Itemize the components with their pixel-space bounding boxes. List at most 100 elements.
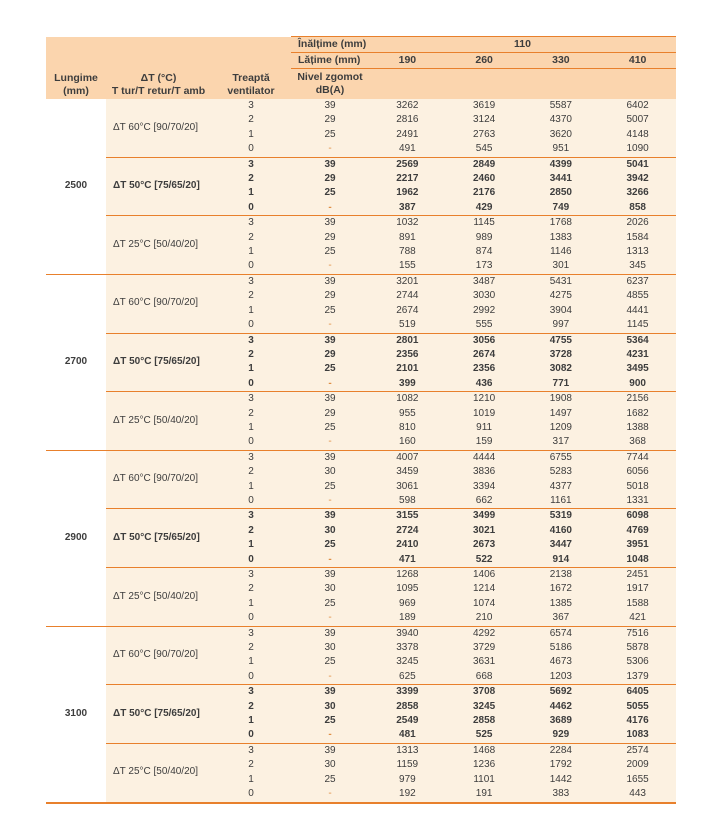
value-cell: 788: [369, 245, 446, 260]
delta-t-cell: ΔT 50°C [75/65/20]: [106, 332, 211, 392]
nivel-zgomot-cell: 39: [291, 391, 369, 407]
nivel-zgomot-cell: 30: [291, 699, 369, 715]
value-cell: 4462: [522, 699, 600, 715]
value-cell: 2674: [445, 347, 523, 363]
treapta-cell: 1: [211, 127, 291, 143]
table-row: 3100 ΔT 60°C [90/70/20] 3 39 3940 4292 6574 751…: [46, 625, 677, 803]
value-cell: 5283: [522, 465, 600, 480]
nivel-zgomot-cell: 39: [291, 449, 369, 466]
value-cell: 3447: [522, 538, 600, 553]
table-row: 2900 ΔT 60°C [90/70/20] 3 39 4007 4444 6755 774…: [46, 449, 677, 627]
treapta-cell: 0: [211, 787, 291, 803]
table-row: 2 29 2744 3030 4275 4855: [46, 289, 677, 304]
value-cell: 2009: [599, 758, 677, 773]
table-row: 2700 ΔT 60°C [90/70/20] 3 39 3201 3487 5431 623…: [46, 273, 677, 451]
nivel-zgomot-cell: 29: [291, 172, 369, 187]
value-cell: 4007: [369, 449, 446, 466]
value-cell: 421: [599, 611, 677, 627]
value-cell: 1145: [445, 215, 523, 231]
header-treapta: Treaptă ventilator: [211, 36, 291, 99]
value-cell: 2410: [369, 538, 446, 553]
value-cell: 471: [369, 552, 446, 568]
nivel-zgomot-cell: 39: [291, 625, 369, 642]
value-cell: 3631: [445, 655, 523, 670]
value-cell: 3378: [369, 641, 446, 656]
value-cell: 2858: [445, 714, 523, 729]
value-cell: 4673: [522, 655, 600, 670]
nivel-zgomot-cell: -: [291, 376, 369, 392]
value-cell: 5319: [522, 508, 600, 524]
value-cell: 5007: [599, 113, 677, 128]
header-empty-cell: [599, 68, 677, 99]
nivel-zgomot-cell: 25: [291, 420, 369, 436]
value-cell: 3689: [522, 714, 600, 729]
nivel-zgomot-cell: 39: [291, 215, 369, 231]
treapta-cell: 2: [211, 523, 291, 539]
value-cell: 1214: [445, 582, 523, 597]
table-row: ΔT 25°C [50/40/20] 3 39 1032 1145 1768 2026: [46, 215, 677, 275]
nivel-zgomot-cell: -: [291, 142, 369, 158]
header-latime-value: 190: [369, 52, 446, 69]
table-header: Lungime (mm) ΔT (°C) T tur/T retur/T amb…: [46, 36, 677, 99]
value-cell: 2101: [369, 362, 446, 377]
header-nivel-line1: Nivel zgomot: [297, 71, 363, 83]
treapta-cell: 0: [211, 611, 291, 627]
nivel-zgomot-cell: 25: [291, 714, 369, 729]
value-cell: 1209: [522, 420, 600, 436]
nivel-zgomot-cell: 29: [291, 406, 369, 421]
nivel-zgomot-cell: 25: [291, 362, 369, 377]
delta-t-cell: ΔT 25°C [50/40/20]: [106, 215, 211, 275]
value-cell: 4176: [599, 714, 677, 729]
value-cell: 301: [522, 259, 600, 275]
value-cell: 2491: [369, 127, 446, 143]
value-cell: 1792: [522, 758, 600, 773]
table-row: ΔT 50°C [75/65/20] 3 39 3399 3708 5692 6405: [46, 684, 677, 744]
treapta-cell: 1: [211, 186, 291, 201]
treapta-cell: 1: [211, 772, 291, 788]
header-latime-label: Lățime (mm): [291, 52, 369, 69]
delta-t-cell: ΔT 50°C [75/65/20]: [106, 508, 211, 568]
table-row: 2 30 1159 1236 1792 2009: [46, 758, 677, 773]
delta-t-cell: ΔT 25°C [50/40/20]: [106, 567, 211, 627]
value-cell: 2176: [445, 186, 523, 201]
header-nivel-line2: dB(A): [315, 84, 345, 96]
value-cell: 3155: [369, 508, 446, 524]
value-cell: 160: [369, 435, 446, 451]
header-inaltime-value: 110: [369, 36, 677, 53]
value-cell: 929: [522, 728, 600, 744]
value-cell: 2569: [369, 156, 446, 173]
value-cell: 2356: [369, 347, 446, 363]
treapta-cell: 2: [211, 113, 291, 128]
value-cell: 997: [522, 318, 600, 333]
value-cell: 4769: [599, 523, 677, 539]
header-latime-value: 330: [522, 52, 600, 69]
table-row: 2 30 1095 1214 1672 1917: [46, 582, 677, 597]
value-cell: 969: [369, 596, 446, 612]
lungime-cell: 2700: [46, 273, 106, 451]
delta-t-cell: ΔT 60°C [90/70/20]: [106, 625, 211, 685]
value-cell: 443: [599, 787, 677, 803]
treapta-cell: 1: [211, 596, 291, 612]
table-row: 0-491 545 951 1090: [46, 142, 677, 158]
treapta-cell: 0: [211, 435, 291, 451]
value-cell: 4755: [522, 332, 600, 348]
value-cell: 5306: [599, 655, 677, 670]
value-cell: 1588: [599, 596, 677, 612]
value-cell: 2858: [369, 699, 446, 715]
value-cell: 2724: [369, 523, 446, 539]
value-cell: 911: [445, 420, 523, 436]
treapta-cell: 3: [211, 508, 291, 524]
table-row: 1 25 969 1074 1385 1588: [46, 596, 677, 612]
value-cell: 6056: [599, 465, 677, 480]
table-row: 1 25 2674 2992 3904 4441: [46, 303, 677, 319]
nivel-zgomot-cell: 29: [291, 289, 369, 304]
table-row: ΔT 25°C [50/40/20] 3 39 1268 1406 2138 2451: [46, 567, 677, 627]
nivel-zgomot-cell: 39: [291, 742, 369, 759]
table-row: 1 25 3245 3631 4673 5306: [46, 655, 677, 670]
nivel-zgomot-cell: -: [291, 259, 369, 275]
value-cell: 1468: [445, 742, 523, 759]
value-cell: 5692: [522, 684, 600, 700]
header-delta-t: ΔT (°C) T tur/T retur/T amb: [106, 36, 211, 99]
treapta-cell: 1: [211, 362, 291, 377]
value-cell: 4377: [522, 479, 600, 494]
